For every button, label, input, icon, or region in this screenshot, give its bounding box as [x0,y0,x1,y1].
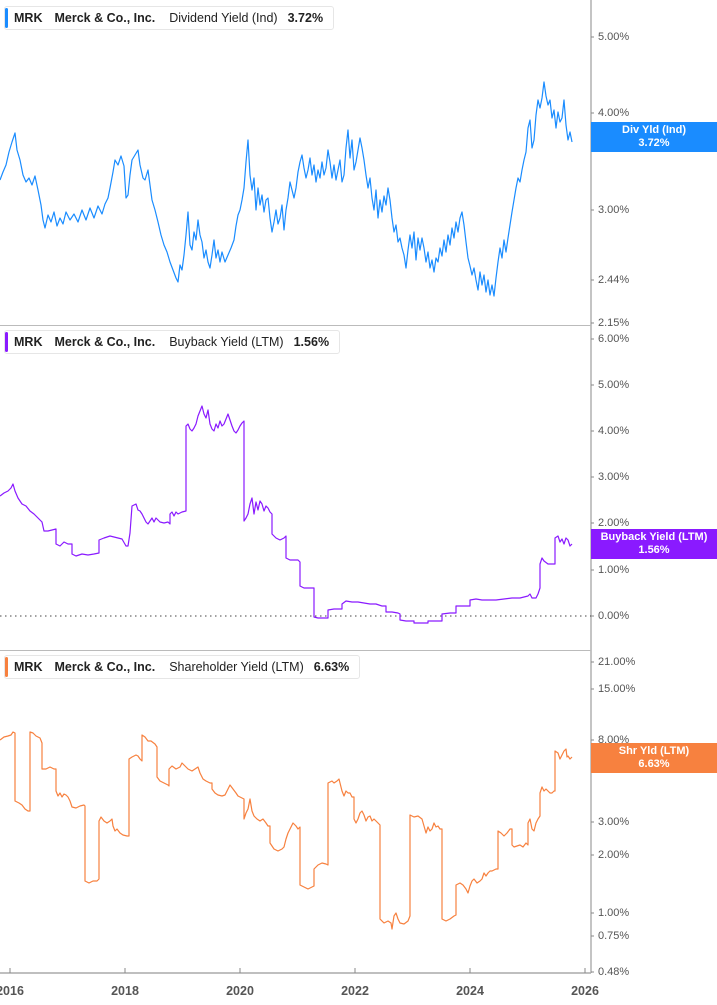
y-tick-label: 0.00% [598,610,630,622]
legend-value: 6.63% [313,660,350,674]
y-tick-label: 3.00% [598,204,630,216]
y-tick-label: 3.00% [598,816,630,828]
legend-value: 3.72% [287,11,324,25]
shareholder-yield-panel: MRK Merck & Co., Inc. Shareholder Yield … [0,651,717,1005]
y-tick-label: 2.00% [598,849,630,861]
x-axis-label: 2018 [111,984,139,998]
legend-company: Merck & Co., Inc. [54,335,156,349]
shareholder-yield-legend: MRK Merck & Co., Inc. Shareholder Yield … [4,655,361,679]
dividend-yield-panel: MRK Merck & Co., Inc. Dividend Yield (In… [0,0,717,329]
y-tick-label: 15.00% [598,683,636,695]
x-axis-label: 2022 [341,984,369,998]
y-tick-label: 6.00% [598,333,630,345]
y-tick-label: 0.75% [598,930,630,942]
legend-metric: Buyback Yield (LTM) [169,335,284,349]
legend-ticker: MRK [14,335,43,349]
legend-value: 1.56% [293,335,330,349]
dividend-yield-legend: MRK Merck & Co., Inc. Dividend Yield (In… [4,6,335,30]
legend-company: Merck & Co., Inc. [54,660,156,674]
y-tick-label: 5.00% [598,379,630,391]
tag-label: Buyback Yield (LTM) [600,531,708,543]
buyback-yield-legend: MRK Merck & Co., Inc. Buyback Yield (LTM… [4,330,341,354]
legend-color-bar [5,332,8,352]
y-tick-label: 4.00% [598,425,630,437]
legend-metric: Shareholder Yield (LTM) [169,660,304,674]
y-tick-label: 5.00% [598,31,630,43]
buyback-yield-plot [0,326,594,651]
dividend-yield-plot [0,0,594,326]
x-axis-label: 2024 [456,984,484,998]
y-tick-label: 3.00% [598,471,630,483]
shareholder-yield-plot [0,651,594,974]
legend-color-bar [5,657,8,677]
tag-value: 6.63% [638,758,670,770]
y-tick-label: 2.44% [598,274,630,286]
legend-color-bar [5,8,8,28]
legend-metric: Dividend Yield (Ind) [169,11,278,25]
x-axis-ticks [9,968,586,973]
legend-ticker: MRK [14,660,43,674]
y-tick-label: 1.00% [598,907,630,919]
tag-value: 3.72% [638,137,670,149]
dividend-yield-value-tag: Div Yld (Ind) 3.72% [591,122,717,152]
y-tick-label: 0.48% [598,966,630,978]
shareholder-yield-line [0,731,573,930]
x-axis-label: 2016 [0,984,24,998]
y-tick-label: 2.00% [598,517,630,529]
y-tick-label: 4.00% [598,107,630,119]
buyback-yield-panel: MRK Merck & Co., Inc. Buyback Yield (LTM… [0,326,717,651]
y-tick-label: 1.00% [598,564,630,576]
tag-value: 1.56% [638,544,670,556]
shareholder-yield-value-tag: Shr Yld (LTM) 6.63% [591,743,717,773]
tag-label: Div Yld (Ind) [622,124,686,136]
legend-ticker: MRK [14,11,43,25]
dividend-yield-line [0,81,573,297]
tag-label: Shr Yld (LTM) [618,745,690,757]
buyback-yield-line [0,405,573,624]
x-axis-label: 2026 [571,984,599,998]
y-tick-label: 2.15% [598,317,630,329]
x-axis-label: 2020 [226,984,254,998]
buyback-yield-value-tag: Buyback Yield (LTM) 1.56% [591,529,717,559]
y-tick-label: 21.00% [598,656,636,668]
legend-company: Merck & Co., Inc. [54,11,156,25]
